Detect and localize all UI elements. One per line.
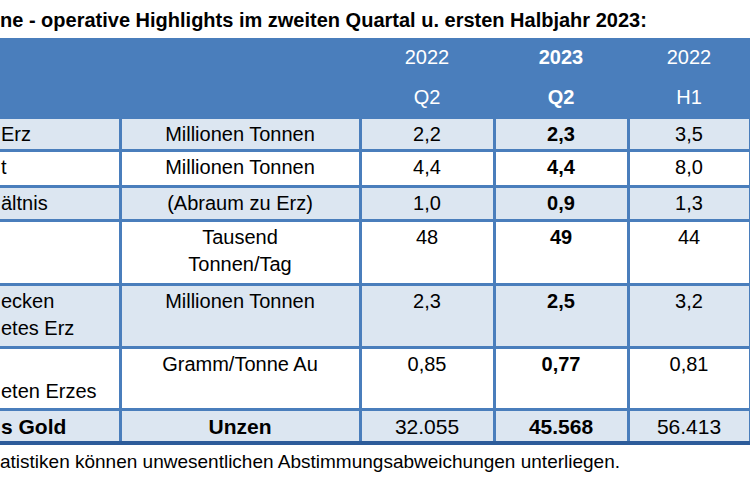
value-2022-q2: 32.055 (360, 410, 494, 443)
header-unit-cell (120, 38, 360, 118)
row-label-fragment: t (0, 151, 120, 187)
value-2022-q2: 0,85 (360, 348, 494, 410)
label-line-2: etes Erz (1, 315, 119, 342)
header-2022-h1: 2022 H1 (628, 38, 750, 118)
table-row-throughput: Tausend Tonnen/Tag 48 49 44 (0, 221, 750, 285)
unit-cell: Millionen Tonnen (120, 285, 360, 348)
table-row-strip-ratio: ältnis (Abraum zu Erz) 1,0 0,9 1,3 (0, 187, 750, 221)
header-year-2022h1: 2022 (667, 46, 712, 68)
value-2023-q2: 0,9 (494, 187, 628, 221)
value-2022-q2: 2,3 (360, 285, 494, 348)
value-2023-q2: 2,5 (494, 285, 628, 348)
value-2022-h1: 44 (628, 221, 750, 285)
value-2022-h1: 56.413 (628, 410, 750, 443)
header-period-2022h1: H1 (676, 86, 702, 108)
header-2022-q2: 2022 Q2 (360, 38, 494, 118)
value-2022-h1: 3,5 (628, 118, 750, 151)
unit-cell: Millionen Tonnen (120, 151, 360, 187)
header-2023-q2: 2023 Q2 (494, 38, 628, 118)
row-label-fragment (0, 221, 120, 285)
table-header-row: 2022 Q2 2023 Q2 2022 H1 (0, 38, 750, 118)
unit-cell: Unzen (120, 410, 360, 443)
table-row-ore-grade: eten Erzes Gramm/Tonne Au 0,85 0,77 0,81 (0, 348, 750, 410)
unit-cell: Gramm/Tonne Au (120, 348, 360, 410)
value-2022-q2: 4,4 (360, 151, 494, 187)
table-row-gold-produced: s Gold Unzen 32.055 45.568 56.413 (0, 410, 750, 443)
value-2023-q2: 0,77 (494, 348, 628, 410)
value-2022-h1: 1,3 (628, 187, 750, 221)
value-2022-h1: 8,0 (628, 151, 750, 187)
value-2022-h1: 0,81 (628, 348, 750, 410)
unit-cell: Millionen Tonnen (120, 118, 360, 151)
row-label-fragment: s Gold (0, 410, 120, 443)
header-period-2023q2: Q2 (548, 86, 575, 108)
row-label-fragment: eten Erzes (0, 348, 120, 410)
unit-line-1: Tausend (122, 224, 359, 251)
footnote: atistiken können unwesentlichen Abstimmu… (0, 450, 750, 473)
value-2023-q2: 45.568 (494, 410, 628, 443)
unit-line-2: Tonnen/Tag (122, 251, 359, 278)
header-year-2023q2: 2023 (539, 46, 584, 68)
header-label-cell (0, 38, 120, 118)
label-line-2: eten Erzes (1, 378, 119, 405)
row-label-fragment: ältnis (0, 187, 120, 221)
value-2022-q2: 1,0 (360, 187, 494, 221)
highlights-table: 2022 Q2 2023 Q2 2022 H1 (0, 38, 750, 445)
page-title: ne - operative Highlights im zweiten Qua… (0, 0, 750, 38)
value-2023-q2: 4,4 (494, 151, 628, 187)
page: ne - operative Highlights im zweiten Qua… (0, 0, 750, 500)
table-row-stacked-ore: ecken etes Erz Millionen Tonnen 2,3 2,5 … (0, 285, 750, 348)
value-2022-q2: 2,2 (360, 118, 494, 151)
row-label-fragment: Erz (0, 118, 120, 151)
label-line-1: ecken (1, 288, 119, 315)
value-2023-q2: 49 (494, 221, 628, 285)
header-period-2022q2: Q2 (414, 86, 441, 108)
row-label-fragment: ecken etes Erz (0, 285, 120, 348)
table-row-total-material: t Millionen Tonnen 4,4 4,4 8,0 (0, 151, 750, 187)
value-2022-h1: 3,2 (628, 285, 750, 348)
table-row-mined-ore: Erz Millionen Tonnen 2,2 2,3 3,5 (0, 118, 750, 151)
unit-cell: (Abraum zu Erz) (120, 187, 360, 221)
value-2022-q2: 48 (360, 221, 494, 285)
value-2023-q2: 2,3 (494, 118, 628, 151)
header-year-2022q2: 2022 (405, 46, 450, 68)
unit-cell: Tausend Tonnen/Tag (120, 221, 360, 285)
